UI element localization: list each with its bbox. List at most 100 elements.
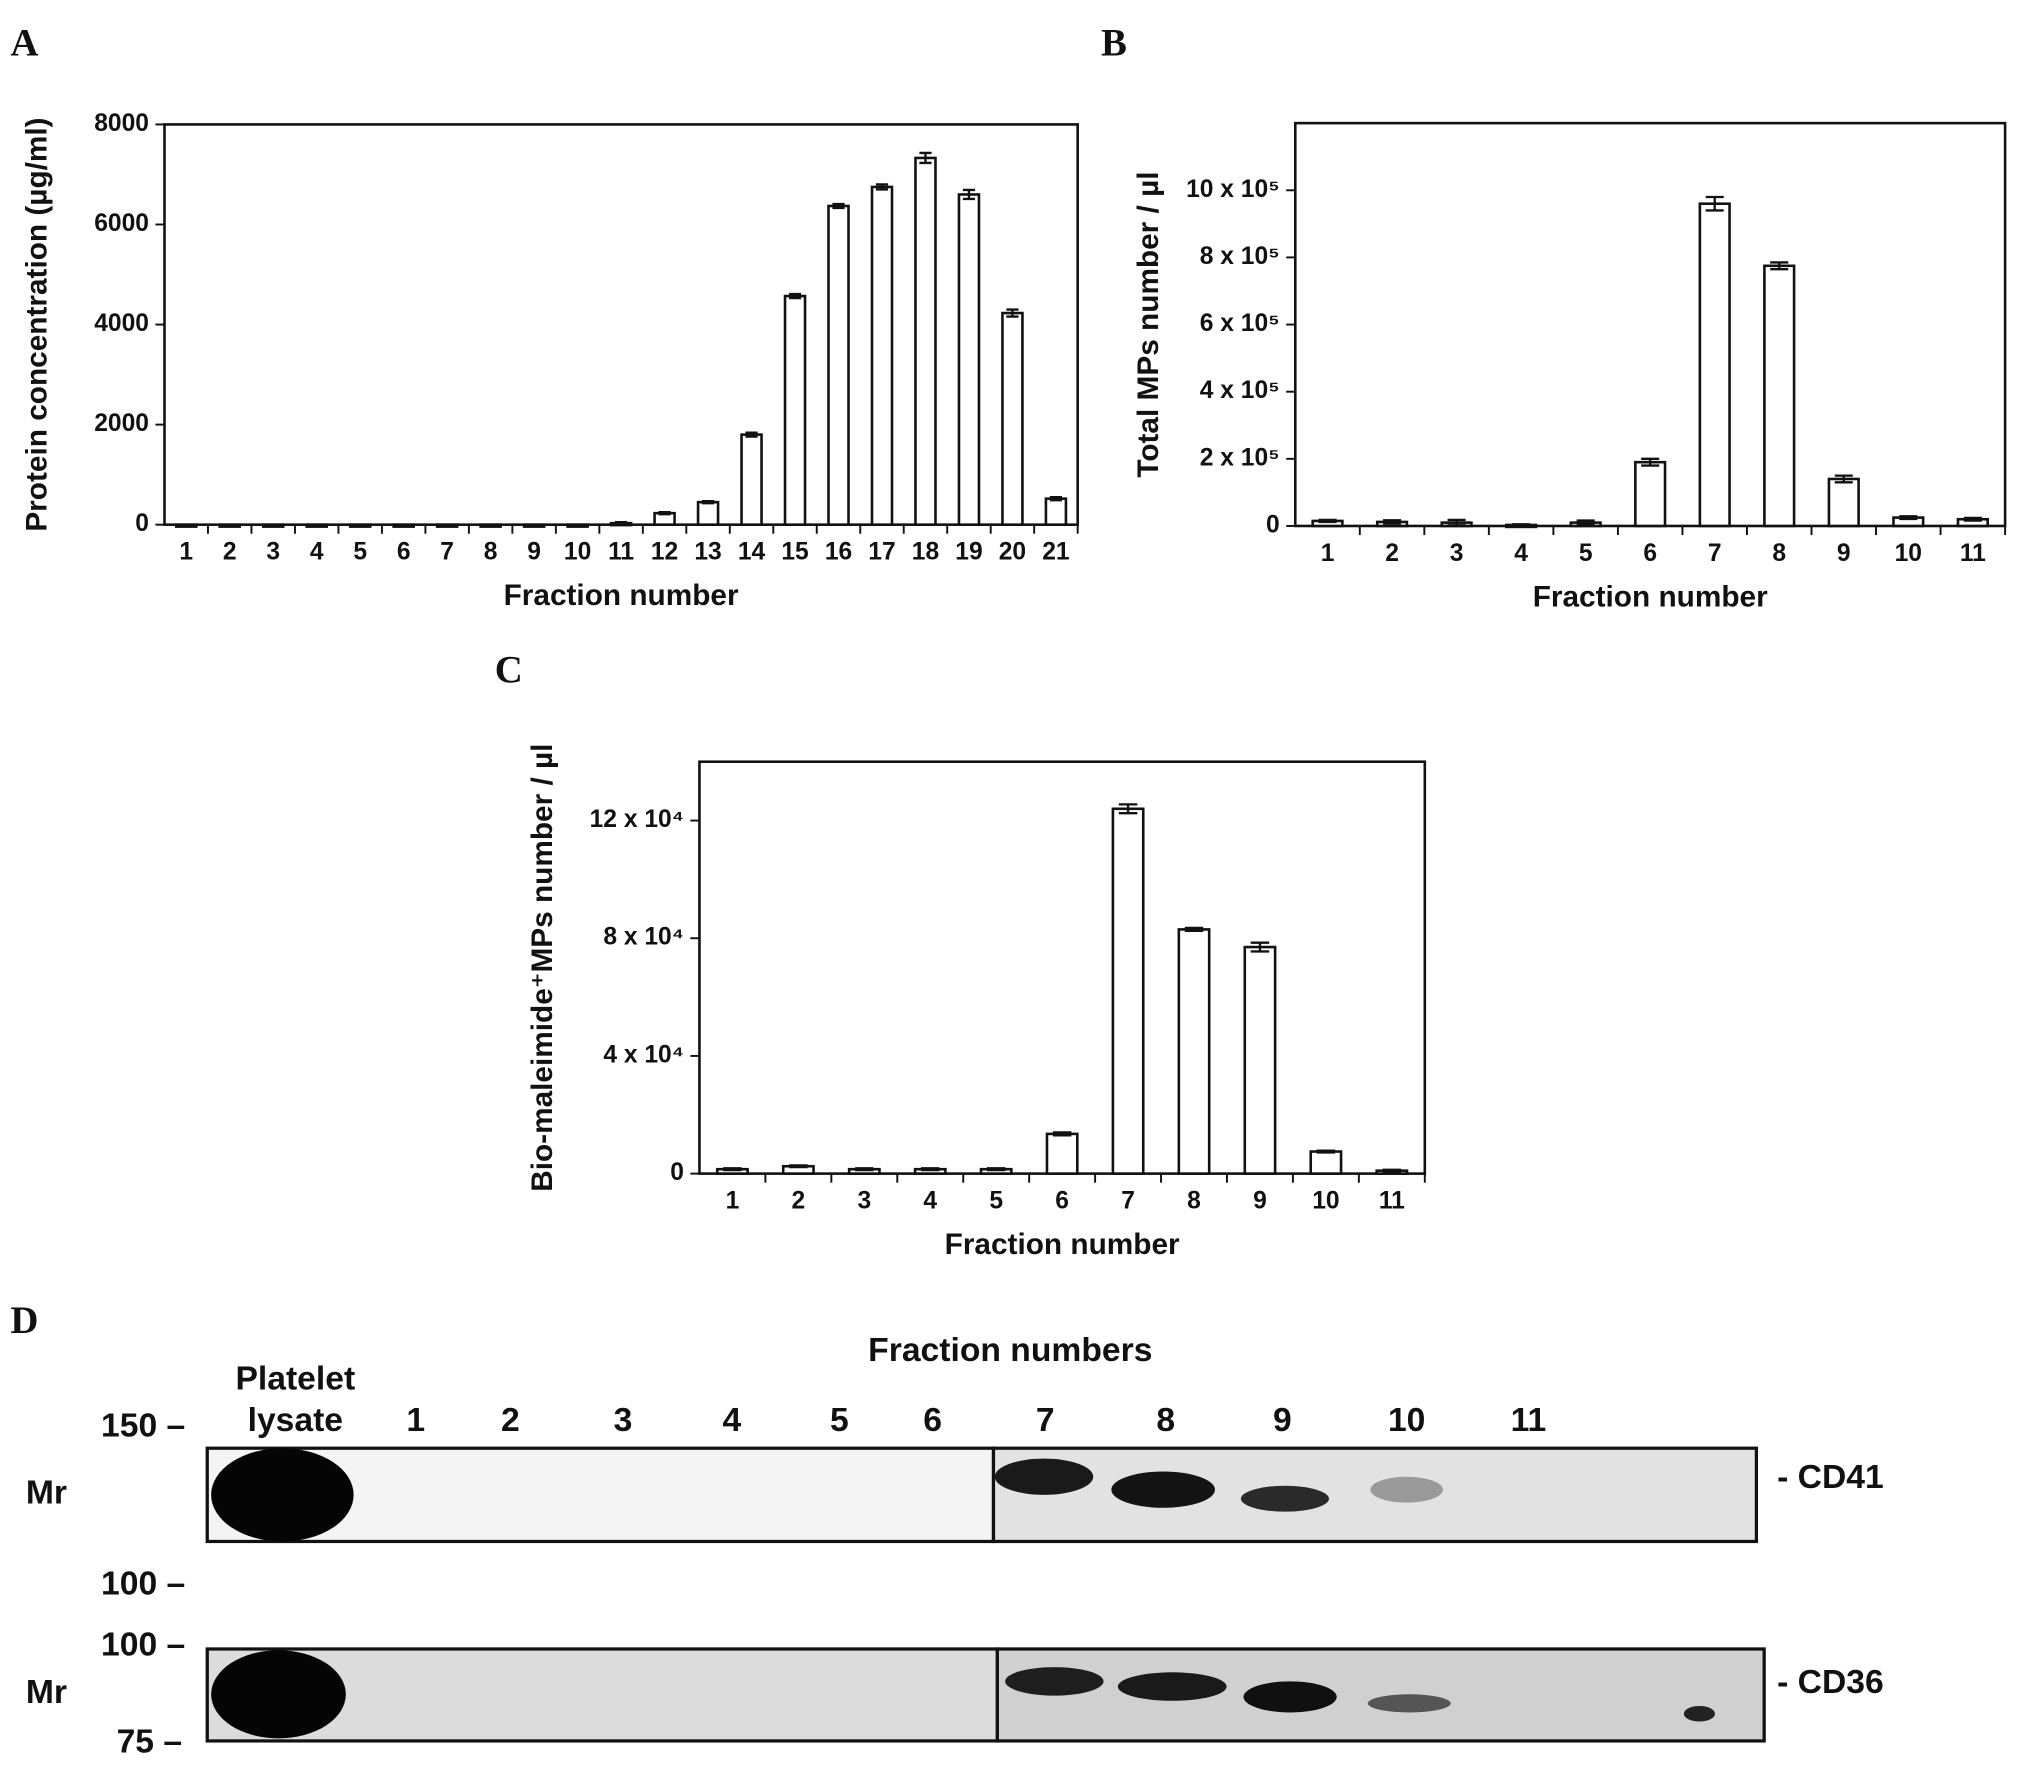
error-bar (1052, 1131, 1072, 1137)
mw-marker: 100 – (101, 1626, 185, 1663)
band (211, 1650, 346, 1739)
plot-frame (163, 123, 1079, 526)
bar (957, 193, 981, 526)
x-tick-label: 4 (923, 1188, 937, 1215)
lane-label: 1 (406, 1402, 425, 1439)
x-tick-label: 9 (1253, 1188, 1267, 1215)
band (1370, 1476, 1443, 1503)
x-tick-label: 2 (223, 539, 237, 566)
error-bar (921, 1167, 940, 1172)
y-tick-label: 2 x 10⁵ (1200, 444, 1280, 471)
x-tick-label: 1 (179, 539, 193, 566)
lane-label: 5 (830, 1402, 849, 1439)
bar (1309, 1150, 1343, 1175)
blot: Fraction numbers Platelet lysate 1 2 3 4… (26, 1332, 1884, 1760)
y-tick-label: 0 (670, 1159, 684, 1186)
y-axis-label: Total MPs number / µl (1132, 171, 1165, 477)
error-bar (832, 202, 845, 210)
y-tick-label: 8 x 10⁴ (603, 924, 684, 951)
protein-label: - CD36 (1777, 1664, 1884, 1701)
x-tick-label: 19 (955, 539, 982, 566)
mw-marker: 75 – (117, 1723, 183, 1760)
bar (1243, 945, 1277, 1175)
band (211, 1448, 354, 1542)
x-tick-label: 18 (912, 539, 939, 566)
bar (1634, 460, 1667, 528)
y-tick-label: 0 (135, 510, 149, 537)
error-bar (1049, 495, 1063, 502)
x-tick-label: 1 (1321, 540, 1335, 567)
x-tick-label: 3 (1450, 540, 1464, 567)
bar (1698, 202, 1731, 528)
x-tick-label: 20 (999, 539, 1026, 566)
bar (827, 204, 850, 526)
x-tick-label: 4 (1514, 540, 1528, 567)
y-tick-label: 4 x 10⁴ (603, 1041, 684, 1068)
x-tick-label: 8 (1772, 540, 1786, 567)
bar (1827, 477, 1860, 528)
x-tick-label: 2 (792, 1188, 806, 1215)
error-bar (788, 292, 802, 300)
lane-label: 10 (1388, 1402, 1425, 1439)
x-tick-label: 6 (397, 539, 411, 566)
bar (1001, 311, 1024, 526)
y-axis-label: Bio-maleimide⁺MPs number / µl (526, 744, 559, 1192)
error-bar (919, 151, 932, 165)
y-tick-label: 6000 (94, 210, 149, 237)
blot-strip (995, 1647, 1766, 1743)
x-tick-label: 11 (608, 539, 634, 566)
y-tick-label: 6 x 10⁵ (1200, 310, 1280, 337)
x-tick-label: 8 (484, 539, 498, 566)
band (1367, 1694, 1451, 1713)
band (1005, 1667, 1104, 1696)
x-tick-label: 12 (651, 539, 678, 566)
x-tick-label: 7 (440, 539, 454, 566)
band (1111, 1471, 1215, 1508)
band (1683, 1705, 1715, 1722)
error-bar (701, 499, 715, 505)
x-tick-label: 13 (694, 539, 721, 566)
error-bar (962, 188, 976, 201)
bar (696, 500, 720, 526)
band (1117, 1672, 1227, 1701)
x-tick-label: 7 (1708, 540, 1722, 567)
error-bar (658, 511, 671, 516)
x-tick-label: 9 (527, 539, 541, 566)
y-tick-label: 10 x 10⁵ (1186, 176, 1280, 203)
band (994, 1458, 1094, 1495)
x-tick-label: 14 (738, 539, 766, 566)
lane-label: 9 (1273, 1402, 1292, 1439)
error-bar (1512, 523, 1531, 527)
bar (1111, 807, 1145, 1175)
mr-label: Mr (26, 1475, 67, 1512)
error-bar (1006, 308, 1019, 318)
lane-label: 3 (614, 1402, 633, 1439)
x-tick-label: 16 (825, 539, 852, 566)
blot-title: Fraction numbers (868, 1332, 1152, 1369)
x-tick-label: 3 (266, 539, 280, 566)
error-bar (1963, 516, 1982, 522)
x-tick-label: 11 (1379, 1188, 1405, 1215)
mr-label: Mr (26, 1674, 67, 1711)
x-tick-label: 5 (1579, 540, 1593, 567)
x-tick-label: 10 (1895, 540, 1922, 567)
x-tick-label: 6 (1055, 1188, 1069, 1215)
x-tick-label: 6 (1643, 540, 1657, 567)
bar (1177, 928, 1211, 1175)
bar (1763, 264, 1796, 528)
x-tick-label: 9 (1837, 540, 1851, 567)
error-bar (1641, 457, 1660, 467)
x-tick-label: 7 (1121, 1188, 1135, 1215)
y-tick-label: 0 (1266, 511, 1280, 538)
plot-frame (698, 760, 1427, 1175)
y-tick-label: 8000 (94, 110, 149, 137)
lysate-label: Platelet (235, 1361, 355, 1398)
y-tick-label: 4000 (94, 310, 149, 337)
lysate-label: lysate (248, 1402, 343, 1439)
x-tick-label: 21 (1042, 539, 1069, 566)
bar (870, 185, 894, 526)
error-bar (986, 1167, 1006, 1172)
lane-label: 2 (501, 1402, 520, 1439)
error-bar (875, 183, 889, 191)
